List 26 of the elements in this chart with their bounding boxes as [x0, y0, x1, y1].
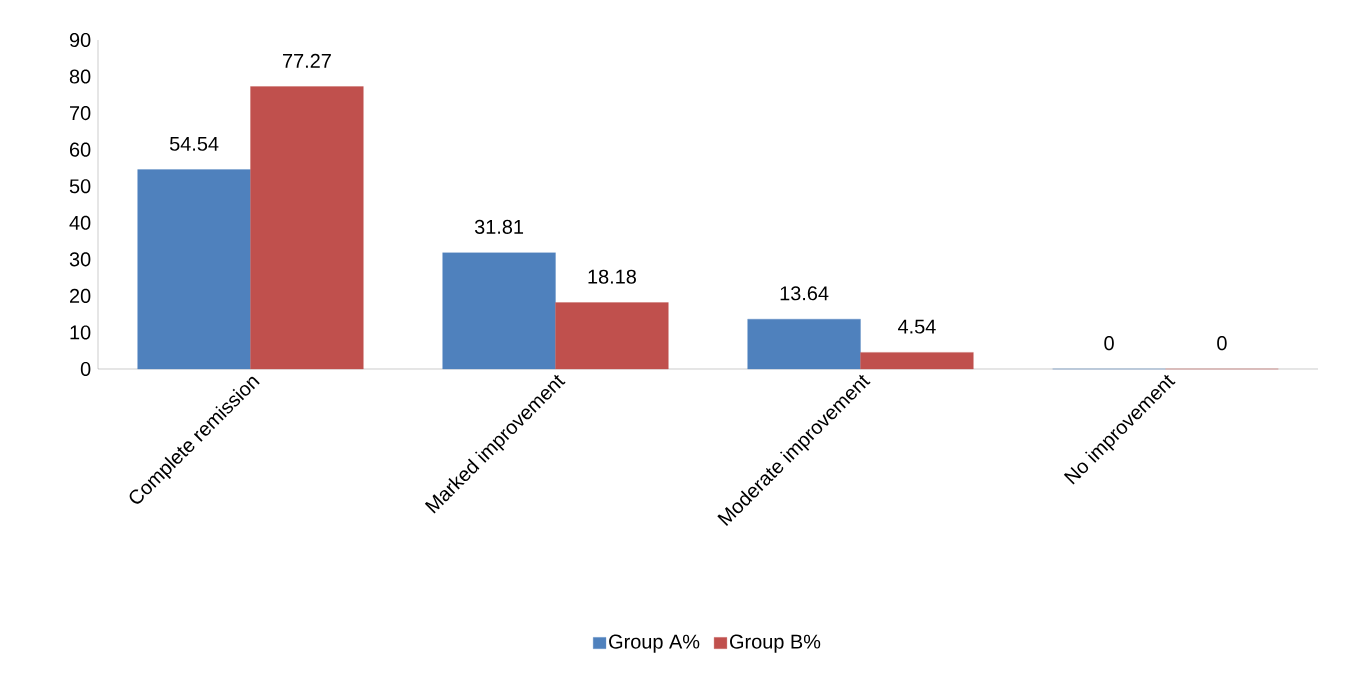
- bar: [747, 318, 861, 370]
- y-tick-label: 60: [70, 142, 91, 157]
- y-tick-label: 30: [69, 252, 91, 267]
- y-tick-label: 0: [80, 361, 91, 377]
- bar: [250, 86, 364, 370]
- y-tick-label: 80: [69, 69, 91, 84]
- data-label: 18.18: [588, 269, 636, 284]
- data-label: 13.64: [780, 286, 829, 301]
- bar: [860, 352, 974, 370]
- data-label: 77.27: [283, 53, 331, 68]
- legend-label: Group A%: [609, 634, 700, 653]
- y-tick-label: 10: [70, 325, 91, 340]
- y-tick-label: 70: [70, 106, 91, 121]
- y-tick-label: 20: [70, 288, 91, 303]
- y-tick-label: 50: [69, 179, 91, 194]
- data-label: 31.81: [474, 219, 524, 234]
- data-label: 4.54: [897, 319, 936, 334]
- bar: [137, 169, 251, 370]
- legend-label: Group B%: [730, 634, 821, 653]
- data-label: 0: [1217, 336, 1227, 351]
- y-tick-label: 90: [69, 32, 91, 48]
- data-label: 0: [1104, 336, 1114, 351]
- y-tick-label: 40: [69, 215, 91, 230]
- bar: [442, 252, 556, 370]
- bar: [555, 302, 669, 370]
- data-label: 54.54: [169, 136, 219, 151]
